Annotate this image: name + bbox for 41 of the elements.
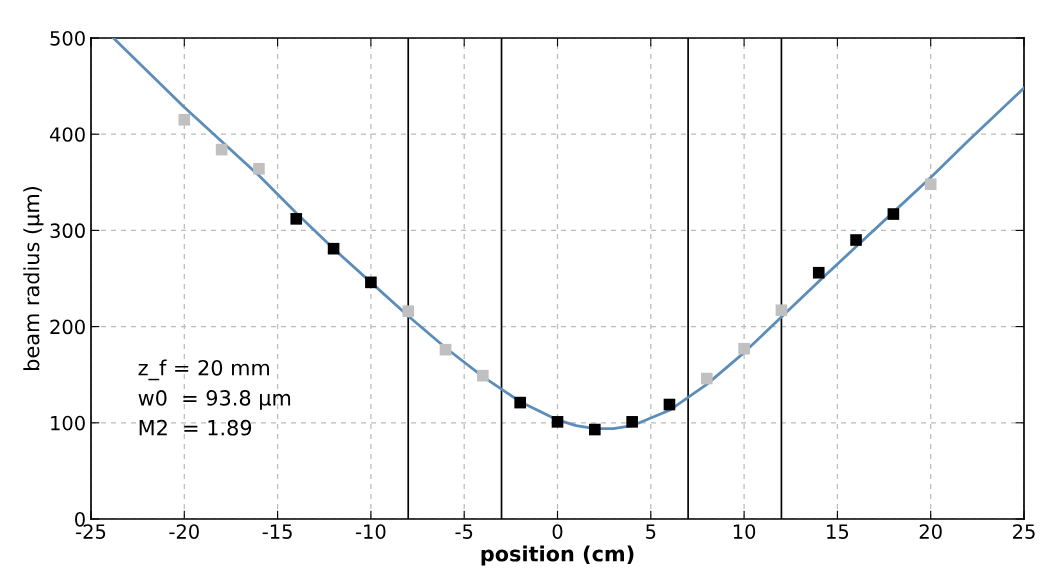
point bbox=[812, 266, 825, 279]
y-tick-label: 200 bbox=[50, 319, 85, 335]
x-tick-label: 0 bbox=[552, 524, 563, 539]
point bbox=[626, 416, 638, 428]
point bbox=[477, 369, 489, 382]
point bbox=[775, 304, 788, 317]
x-tick-label: -15 bbox=[262, 524, 292, 539]
x-tick-label: 5 bbox=[646, 524, 656, 539]
point bbox=[439, 343, 452, 356]
point bbox=[924, 178, 937, 191]
point bbox=[887, 208, 900, 220]
y-tick-label: 400 bbox=[49, 127, 85, 142]
y-tick-label: 300 bbox=[50, 223, 85, 239]
x-tick-label: -5 bbox=[455, 524, 473, 539]
point bbox=[551, 416, 564, 428]
point bbox=[700, 372, 713, 385]
y-axis-title: beam radius (µm) bbox=[23, 187, 44, 370]
x-tick-label: 15 bbox=[827, 524, 849, 539]
x-tick-label: -20 bbox=[169, 524, 199, 539]
x-tick-label: 20 bbox=[919, 524, 942, 539]
point bbox=[402, 305, 415, 318]
point bbox=[253, 163, 265, 175]
point bbox=[215, 143, 228, 156]
point bbox=[589, 423, 601, 436]
point bbox=[514, 396, 526, 409]
x-tick-label: -10 bbox=[355, 524, 386, 539]
annotation: z_f = 20 mm bbox=[138, 359, 269, 381]
annotation: w0 = 93.8 µm bbox=[138, 390, 291, 410]
point bbox=[327, 242, 340, 255]
point bbox=[738, 342, 750, 355]
point bbox=[365, 276, 377, 289]
x-axis-title: position (cm) bbox=[481, 545, 634, 566]
y-tick-label: 100 bbox=[51, 415, 85, 431]
point bbox=[663, 398, 676, 411]
point bbox=[290, 213, 303, 225]
x-tick-label: 10 bbox=[733, 524, 756, 539]
y-tick-label: 500 bbox=[50, 30, 85, 46]
x-tick-label: 25 bbox=[1013, 524, 1035, 539]
annotation: M2 = 1.89 bbox=[139, 419, 252, 436]
point bbox=[850, 234, 862, 246]
point bbox=[178, 113, 191, 126]
